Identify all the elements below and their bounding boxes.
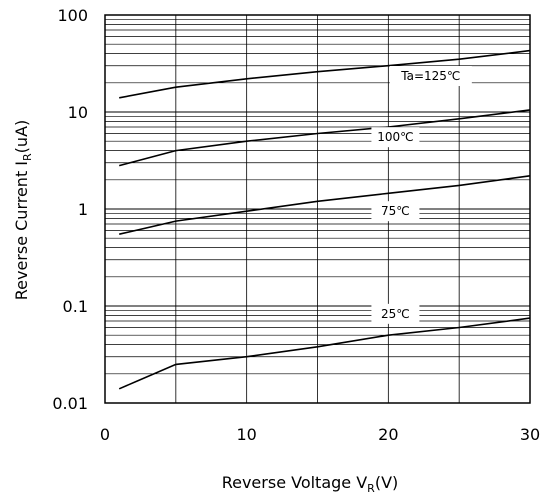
y-tick-label: 100 bbox=[57, 6, 88, 25]
y-tick-label: 1 bbox=[78, 200, 88, 219]
grid bbox=[105, 15, 530, 403]
series-label: 75℃ bbox=[381, 204, 410, 218]
y-axis-title-subscript: R bbox=[21, 153, 34, 161]
x-tick-label: 0 bbox=[100, 425, 110, 444]
series-line bbox=[118, 109, 531, 167]
x-axis-title: Reverse Voltage VR(V) bbox=[222, 473, 399, 495]
x-axis-title-main: Reverse Voltage V bbox=[222, 473, 368, 492]
series-label-background bbox=[371, 303, 420, 324]
y-tick-label: 0.1 bbox=[63, 297, 88, 316]
series-label: 25℃ bbox=[381, 307, 410, 321]
x-axis-title-subscript: R bbox=[367, 482, 375, 495]
y-tick-labels: 0.01 0.1 1 10 100 bbox=[52, 6, 88, 413]
x-tick-labels: 0 10 20 30 bbox=[100, 425, 540, 444]
plot-frame bbox=[104, 14, 531, 404]
series-line bbox=[119, 49, 531, 99]
series-line bbox=[118, 317, 531, 390]
series-lines bbox=[118, 49, 531, 390]
series-label: 100℃ bbox=[377, 130, 413, 144]
series-label-background bbox=[389, 66, 472, 87]
y-tick-label: 10 bbox=[68, 103, 88, 122]
x-tick-label: 10 bbox=[236, 425, 256, 444]
x-tick-label: 20 bbox=[378, 425, 398, 444]
x-tick-label: 30 bbox=[520, 425, 540, 444]
x-axis-title-unit: (V) bbox=[375, 473, 398, 492]
series-line bbox=[119, 175, 531, 235]
y-axis-title-main: Reverse Current I bbox=[12, 161, 31, 300]
y-axis-title-unit: (uA) bbox=[12, 120, 31, 154]
y-tick-label: 0.01 bbox=[52, 394, 88, 413]
series-label-background bbox=[371, 201, 420, 222]
y-axis-title: Reverse Current IR(uA) bbox=[12, 120, 34, 301]
series-label-background bbox=[371, 127, 420, 148]
series-label: Ta=125℃ bbox=[400, 69, 460, 83]
series-labels: Ta=125℃ 100℃ 75℃ 25℃ bbox=[371, 66, 472, 324]
